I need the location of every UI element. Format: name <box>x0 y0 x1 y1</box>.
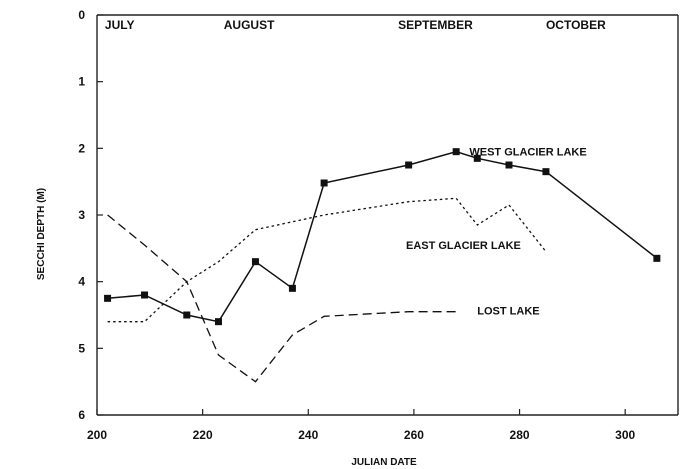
data-point-west-glacier-lake <box>452 148 460 156</box>
x-tick-label: 260 <box>404 428 424 442</box>
y-tick-label: 0 <box>78 8 85 22</box>
series-label-lost-lake: LOST LAKE <box>477 305 539 317</box>
y-tick-label: 3 <box>78 208 85 222</box>
plot-frame <box>96 14 679 416</box>
series-label-west-glacier-lake: WEST GLACIER LAKE <box>469 147 586 159</box>
x-tick-label: 300 <box>615 428 635 442</box>
data-point-west-glacier-lake <box>653 254 661 262</box>
month-label: OCTOBER <box>546 18 606 32</box>
y-tick-label: 1 <box>78 75 85 89</box>
series-labels: WEST GLACIER LAKE EAST GLACIER LAKE LOST L… <box>406 147 587 318</box>
data-point-west-glacier-lake <box>104 294 112 302</box>
y-tick-label: 4 <box>78 275 85 289</box>
data-point-west-glacier-lake <box>251 258 259 266</box>
x-tick-label: 240 <box>298 428 318 442</box>
data-point-west-glacier-lake <box>542 168 550 176</box>
month-label: SEPTEMBER <box>398 18 473 32</box>
y-tick-label: 5 <box>78 341 85 355</box>
y-axis-title: SECCHI DEPTH (M) <box>36 188 47 280</box>
data-point-west-glacier-lake <box>288 284 296 292</box>
data-point-west-glacier-lake <box>320 179 328 187</box>
data-point-west-glacier-lake <box>473 154 481 162</box>
data-point-west-glacier-lake <box>214 318 222 326</box>
data-series <box>104 148 661 383</box>
data-point-west-glacier-lake <box>405 161 413 169</box>
data-point-west-glacier-lake <box>505 161 513 169</box>
x-tick-label: 280 <box>510 428 530 442</box>
month-label: JULY <box>105 18 135 32</box>
y-tick-label: 6 <box>78 408 85 422</box>
series-line-west-glacier-lake <box>107 150 658 323</box>
x-axis-title: JULIAN DATE <box>351 457 417 468</box>
x-tick-label: 200 <box>87 428 107 442</box>
month-labels: JULY AUGUST SEPTEMBER OCTOBER <box>105 18 606 32</box>
data-point-west-glacier-lake <box>183 311 191 319</box>
series-line-east-glacier-lake <box>107 197 547 323</box>
series-label-east-glacier-lake: EAST GLACIER LAKE <box>406 240 521 252</box>
month-label: AUGUST <box>224 18 275 32</box>
y-tick-label: 2 <box>78 141 85 155</box>
series-line-lost-lake <box>107 214 457 383</box>
x-tick-label: 220 <box>193 428 213 442</box>
data-point-west-glacier-lake <box>141 291 149 299</box>
